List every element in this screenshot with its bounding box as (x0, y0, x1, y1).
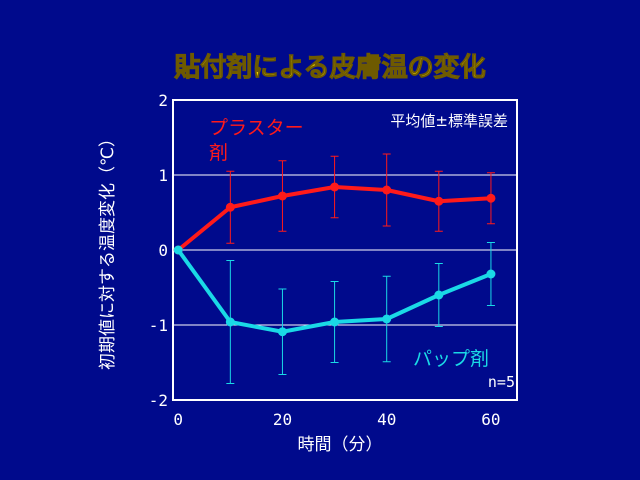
data-point (486, 193, 496, 203)
data-point (434, 196, 444, 206)
series-label-0: プラスター (209, 117, 304, 139)
series-label-0: 剤 (209, 142, 228, 164)
data-point (277, 191, 287, 201)
error-note: 平均値±標準誤差 (390, 112, 508, 130)
data-point (382, 185, 392, 195)
y-tick-label-1: -1 (149, 316, 168, 335)
x-axis-label: 時間（分） (298, 435, 383, 455)
series-0 (173, 153, 496, 255)
data-point (434, 290, 444, 300)
series-label-1: パップ剤 (413, 348, 489, 370)
x-tick-label-1: 20 (273, 410, 292, 429)
sample-size-note: n=5 (488, 373, 515, 391)
y-tick-label-4: 2 (158, 91, 168, 110)
data-point (225, 202, 235, 212)
data-point (173, 245, 183, 255)
data-point (486, 269, 496, 279)
y-tick-label-3: 1 (158, 166, 168, 185)
data-point (330, 182, 340, 192)
chart-title: 貼付剤による皮膚温の変化 (174, 52, 485, 83)
data-point (382, 314, 392, 324)
y-tick-label-0: -2 (149, 391, 168, 410)
x-tick-label-0: 0 (173, 410, 183, 429)
y-tick-label-2: 0 (158, 241, 168, 260)
data-point (330, 317, 340, 327)
x-tick-label-3: 60 (481, 410, 500, 429)
x-tick-label-2: 40 (377, 410, 396, 429)
y-axis-label: 初期値に対する温度変化（℃） (98, 130, 118, 370)
data-point (225, 317, 235, 327)
plot-frame (172, 99, 518, 401)
data-point (277, 327, 287, 337)
series-1 (173, 242, 496, 384)
